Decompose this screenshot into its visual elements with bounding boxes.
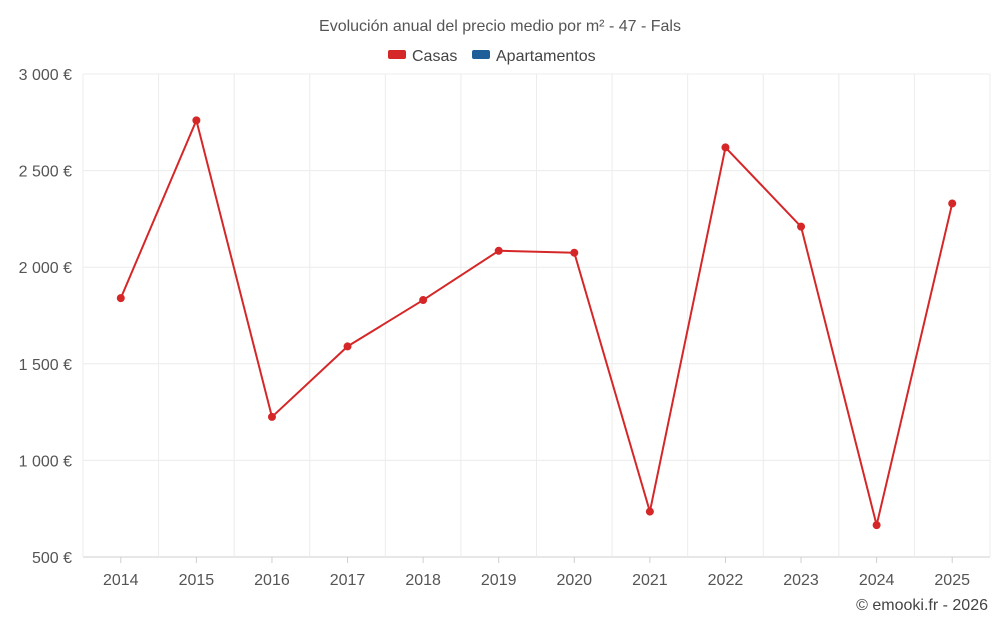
x-tick-label: 2014 [103,572,139,589]
data-point[interactable] [192,116,201,125]
chart-title: Evolución anual del precio medio por m² … [319,18,681,35]
legend-label-casas[interactable]: Casas [412,48,457,65]
data-point[interactable] [419,296,428,305]
data-point[interactable] [116,294,125,303]
legend-swatch-casas[interactable] [388,50,406,59]
data-point[interactable] [872,521,881,530]
y-tick-label: 1 500 € [19,357,72,374]
legend-label-apartamentos[interactable]: Apartamentos [496,48,596,65]
data-point[interactable] [570,248,579,257]
y-tick-label: 500 € [32,550,72,567]
data-point[interactable] [343,342,352,351]
data-point[interactable] [267,412,276,421]
x-tick-label: 2016 [254,572,290,589]
x-tick-label: 2019 [481,572,517,589]
y-tick-label: 1 000 € [19,453,72,470]
data-point[interactable] [494,246,503,255]
x-tick-label: 2017 [330,572,366,589]
legend: Casas Apartamentos [388,48,596,65]
x-tick-label: 2023 [783,572,819,589]
grid [82,73,991,558]
axes: 500 € 1 000 € 1 500 € 2 000 € 2 500 € 3 000 €… [19,67,970,589]
x-tick-label: 2024 [859,572,895,589]
data-point[interactable] [645,507,654,516]
credit-text: © emooki.fr - 2026 [856,597,988,614]
x-tick-label: 2025 [934,572,970,589]
series-casas [116,116,957,530]
legend-swatch-apartamentos[interactable] [472,50,490,59]
series-line [119,119,954,527]
data-point[interactable] [721,143,730,152]
y-tick-label: 3 000 € [19,67,72,84]
y-tick-label: 2 500 € [19,164,72,181]
x-tick-label: 2020 [556,572,592,589]
data-point[interactable] [797,222,806,231]
x-tick-label: 2018 [405,572,441,589]
x-tick-label: 2022 [708,572,744,589]
y-tick-label: 2 000 € [19,260,72,277]
x-tick-label: 2021 [632,572,668,589]
data-point[interactable] [948,199,957,208]
x-tick-label: 2015 [179,572,215,589]
